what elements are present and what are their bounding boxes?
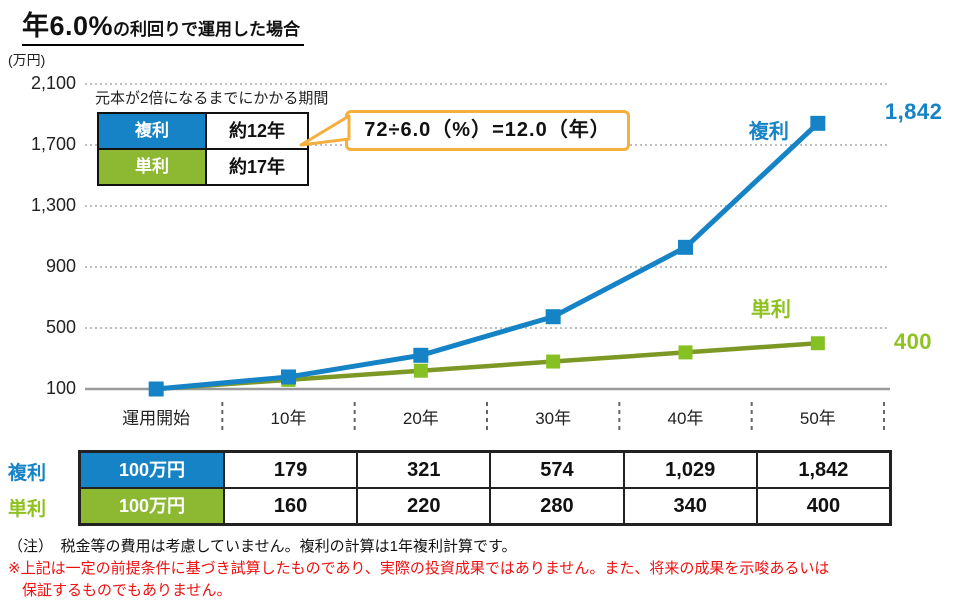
data-point-marker xyxy=(546,354,561,369)
x-tick-label: 40年 xyxy=(667,409,704,428)
data-point-marker xyxy=(810,115,826,131)
line-chart xyxy=(85,83,890,434)
series-label-simple: 単利 xyxy=(750,299,791,322)
table-value-cell: 160 xyxy=(224,488,358,524)
note-text: （注） 税金等の費用は考慮していません。複利の計算は1年複利計算です。 xyxy=(8,538,517,555)
x-tick-label: 50年 xyxy=(799,409,836,428)
doubling-value-compound: 約12年 xyxy=(207,114,307,148)
callout-tail-shape xyxy=(299,114,351,147)
doubling-period-table: 複利 約12年 単利 約17年 xyxy=(97,112,309,186)
title-rate: 年6.0% xyxy=(22,11,114,41)
table-value-cell: 1,029 xyxy=(623,452,757,488)
page-title: 年6.0%の利回りで運用した場合 xyxy=(22,4,305,46)
data-point-marker xyxy=(678,239,693,255)
table-value-cell: 220 xyxy=(357,488,491,524)
table-principal-cell: 100万円 xyxy=(80,452,224,488)
y-tick-label: 500 xyxy=(45,317,76,337)
data-point-marker xyxy=(148,381,164,397)
series-label-compound: 複利 xyxy=(748,121,789,144)
table-principal-cell: 100万円 xyxy=(80,488,224,524)
table-value-cell: 321 xyxy=(357,452,491,488)
table-value-cell: 280 xyxy=(490,488,624,524)
x-tick-label: 20年 xyxy=(402,409,439,428)
series-line-compound xyxy=(155,121,820,392)
warning-text-line1: ※上記は一定の前提条件に基づき試算したものであり、実際の投資成果ではありません。… xyxy=(8,560,830,577)
end-value-label-compound: 1,842 xyxy=(884,99,943,125)
data-point-marker xyxy=(678,345,693,360)
y-tick-label: 1,700 xyxy=(30,134,76,154)
x-tick-label: 運用開始 xyxy=(122,409,191,428)
callout-tail-pointer xyxy=(299,114,351,147)
y-axis-unit-label: (万円) xyxy=(8,52,46,68)
y-tick-label: 900 xyxy=(45,256,76,276)
x-tick-label: 30年 xyxy=(535,409,572,428)
doubling-value-simple: 約17年 xyxy=(207,150,307,184)
rule-of-72-callout: 72÷6.0（%）=12.0（年） xyxy=(345,110,630,151)
data-point-marker xyxy=(810,336,825,351)
table-value-cell: 340 xyxy=(623,488,757,524)
data-point-marker xyxy=(413,347,429,363)
doubling-row-simple: 単利 約17年 xyxy=(99,150,307,184)
x-tick-label: 10年 xyxy=(270,409,307,428)
y-tick-label: 1,300 xyxy=(30,195,76,215)
doubling-label-simple: 単利 xyxy=(99,150,207,184)
results-table: 100万円 179 321 574 1,029 1,842 100万円 160 220 280 34… xyxy=(78,450,892,526)
data-point-marker xyxy=(413,363,428,378)
doubling-box-title: 元本が2倍になるまでにかかる期間 xyxy=(95,90,329,107)
doubling-label-compound: 複利 xyxy=(99,114,207,148)
table-row-label-compound: 複利 xyxy=(8,463,47,484)
table-value-cell: 179 xyxy=(224,452,358,488)
title-suffix: の利回りで運用した場合 xyxy=(113,20,301,39)
doubling-row-compound: 複利 約12年 xyxy=(99,114,307,150)
table-value-cell: 400 xyxy=(756,488,890,524)
data-point-marker xyxy=(545,309,561,325)
warning-text-line2: 保証するものでもありません。 xyxy=(22,582,232,599)
table-row-label-simple: 単利 xyxy=(8,499,47,520)
y-tick-label: 100 xyxy=(45,378,76,398)
table-value-cell: 1,842 xyxy=(756,452,890,488)
end-value-label-simple: 400 xyxy=(893,329,933,355)
data-point-marker xyxy=(281,369,296,385)
table-value-cell: 574 xyxy=(490,452,624,488)
y-tick-label: 2,100 xyxy=(30,73,76,93)
